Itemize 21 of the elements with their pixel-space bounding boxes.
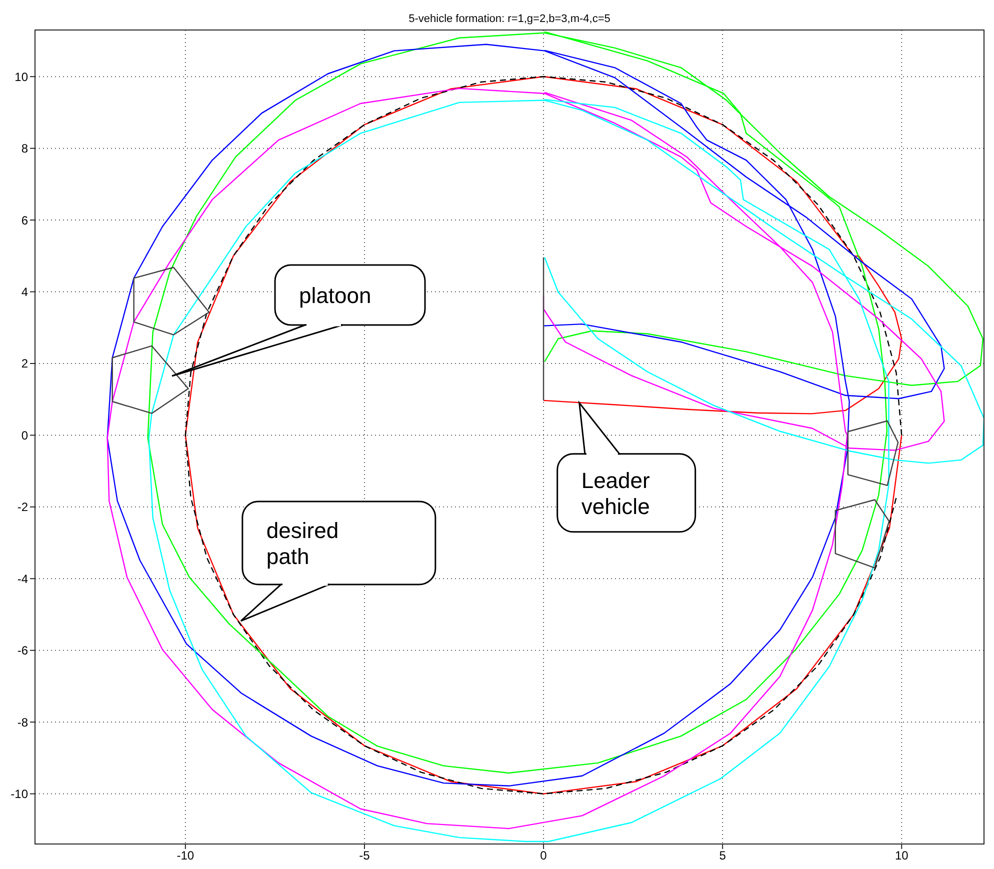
y-tick-label: -4: [17, 572, 28, 586]
annotation: Leader vehicle: [581, 468, 650, 519]
y-tick-label: -2: [17, 500, 28, 514]
chart-title: 5-vehicle formation: r=1,g=2,b=3,m-4,c=5: [408, 13, 610, 25]
y-tick-label: 8: [21, 142, 28, 156]
x-tick-label: -10: [176, 848, 194, 863]
annotation: platoon: [299, 283, 372, 308]
y-tick-label: 0: [21, 428, 28, 442]
y-tick-label: -8: [17, 715, 28, 730]
x-tick-label: -5: [359, 848, 370, 863]
y-tick-label: -6: [17, 644, 28, 658]
y-tick-label: 2: [21, 356, 28, 371]
x-tick-label: 10: [894, 848, 909, 863]
y-tick-label: 10: [14, 70, 28, 84]
annotation: desired path: [266, 518, 339, 569]
y-tick-label: 6: [21, 213, 28, 228]
x-tick-label: 5: [719, 848, 726, 863]
x-tick-label: 0: [540, 848, 548, 863]
line-series: [184, 76, 902, 794]
y-tick-label: -10: [10, 787, 28, 802]
y-tick-label: 4: [21, 285, 28, 300]
